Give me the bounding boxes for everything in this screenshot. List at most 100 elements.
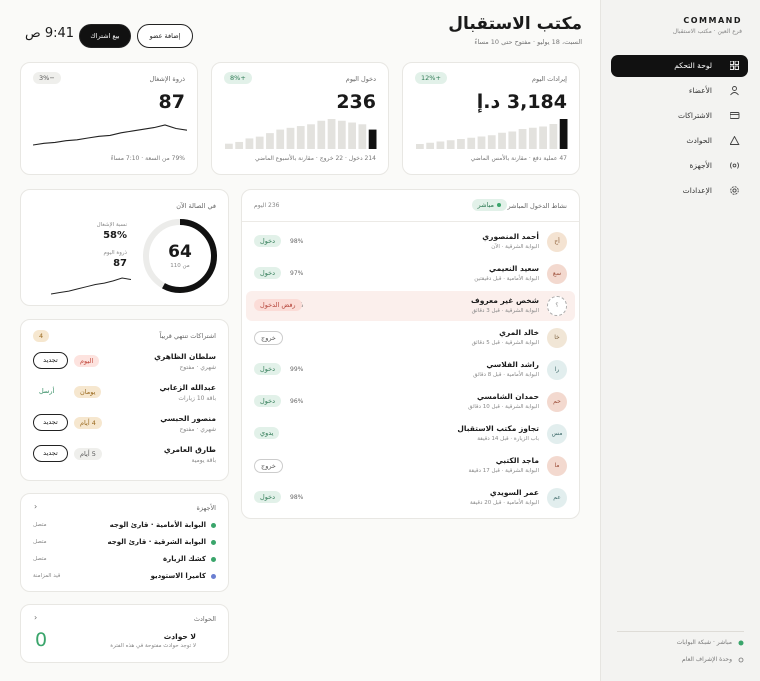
icon-shape (730, 136, 740, 145)
device-status: متصل (33, 539, 47, 545)
status-dot (211, 540, 216, 545)
bar (426, 142, 435, 149)
sidebar: COMMAND فرع العين · مكتب الاستقبال لوحة … (600, 0, 760, 681)
kpi-footer: 79% من السعة · 7:10 مساءً (110, 155, 185, 162)
entry-detail: باب الزيارة · قبل 14 دقيقة (477, 436, 539, 442)
nav-icon (730, 136, 740, 145)
person-name: خالد المري (499, 328, 539, 337)
kpi-value: 3,184 د.إ (476, 91, 567, 113)
sidebar-footer: مباشر · شبكة البوابات وحدة الإشراف العام (617, 631, 744, 666)
feed-count: 236 اليوم (254, 202, 280, 209)
entry-detail: البوابة الأمامية · قبل 20 دقيقة (470, 500, 539, 506)
nav-label: لوحة التحكم (674, 61, 712, 70)
bar (559, 119, 568, 149)
feed-row: عم عمر السويدي البوابة الأمامية · قبل 20 د… (246, 483, 575, 513)
nav-item[interactable]: الأجهزة (611, 155, 748, 177)
renew-button[interactable]: تجديد (33, 352, 68, 369)
nav-label: الأجهزة (689, 161, 712, 170)
entry-tag: رفض الدخول (254, 299, 302, 311)
send-link[interactable]: أرسل (39, 387, 55, 395)
nav-item[interactable]: لوحة التحكم (611, 55, 748, 77)
device-status: متصل (33, 522, 47, 528)
kpi-label: ذروة الإشغال (149, 75, 185, 83)
member-name: سلطان الظاهري (154, 352, 216, 361)
nav-icon (730, 186, 739, 195)
bar (518, 129, 527, 149)
kpi-change: +8% (224, 72, 252, 84)
bar (358, 124, 367, 149)
feed-row: سع سعيد النعيمي البوابة الأمامية · قبل دقي… (246, 259, 575, 289)
card-title: اشتراكات تنتهي قريباً (159, 332, 216, 340)
incidents-card: الحوادث ‹ 0 لا حوادث لا توجد حوادث مفتوحة في… (20, 604, 229, 663)
icon-shape (730, 186, 739, 195)
avatar: را (547, 360, 567, 380)
avatar: أح (547, 232, 567, 252)
trend-line (51, 277, 131, 295)
sell-button[interactable]: بيع اشتراك (79, 24, 131, 48)
bar (337, 120, 346, 149)
page-title: مكتب الاستقبال (448, 14, 582, 34)
card-title: في الصالة الآن (176, 202, 216, 210)
bar (348, 122, 356, 149)
incident-heading: لا حوادث (163, 632, 196, 641)
icon-shape (734, 61, 739, 65)
peak-value: 87 (113, 258, 127, 269)
entry-tag: يدوي (254, 427, 280, 439)
kpi-card: إيرادات اليوم +12% 3,184 د.إ 47 عملية دفع ·… (402, 62, 580, 175)
person-name: تجاوز مكتب الاستقبال (457, 424, 539, 433)
nav-item[interactable]: الإعدادات (611, 180, 748, 202)
rate-value: 58% (103, 230, 127, 241)
status-dot (211, 557, 216, 562)
icon-shape (730, 92, 739, 96)
trend-line (33, 124, 187, 146)
device-status: قيد المزامنة (33, 573, 61, 579)
member-plan: باقة يومية (191, 457, 216, 464)
icon-shape (730, 112, 740, 119)
nav-label: الحوادث (686, 136, 712, 145)
nav-icon (730, 162, 739, 169)
clock: 9:41 ص (25, 26, 75, 41)
nav-item[interactable]: الحوادث (611, 130, 748, 152)
live-badge: مباشر (471, 199, 507, 211)
entry-detail: البوابة الشرقية · قبل 17 دقيقة (468, 468, 539, 474)
renew-button[interactable]: تجديد (33, 445, 68, 462)
bar (416, 144, 424, 149)
footer-text: مباشر · شبكة البوابات (676, 639, 732, 646)
member-name: منصور الحبسي (160, 414, 216, 423)
device-name: كاميرا الاستوديو (150, 572, 206, 580)
nav-item[interactable]: الاشتراكات (611, 105, 748, 127)
feed-row: مس تجاوز مكتب الاستقبال باب الزيارة · قبل … (246, 419, 575, 449)
device-name: البوابة الأمامية · قارئ الوجه (109, 521, 206, 529)
nav-item[interactable]: الأعضاء (611, 80, 748, 102)
icon-shape (734, 65, 739, 70)
card-title: نشاط الدخول المباشر (507, 202, 567, 210)
entry-tag: خروج (254, 331, 283, 345)
device-name: كشك الزيارة (163, 555, 206, 563)
bar (539, 126, 547, 149)
person-name: سعيد النعيمي (489, 264, 539, 273)
bar (477, 136, 486, 149)
icon-shape (732, 86, 737, 91)
incident-count: 0 (35, 629, 48, 651)
entry-tag: دخول (254, 395, 281, 407)
chevron: ‹ (34, 613, 38, 622)
bar (528, 127, 537, 149)
chevron: ‹ (34, 502, 38, 511)
renew-button[interactable]: تجديد (33, 414, 68, 431)
footer-text: وحدة الإشراف العام (682, 656, 732, 663)
add-button[interactable]: إضافة عضو (137, 24, 193, 48)
kpi-card: دخول اليوم +8% 236 214 دخول · 22 خروج · مقا… (211, 62, 389, 175)
renewals-card: اشتراكات تنتهي قريباً 4 سلطان الظاهري شهري … (20, 319, 229, 481)
member-plan: شهري · مفتوح (179, 364, 216, 371)
rate-label: نسبة الإشغال (96, 222, 127, 228)
person-name: عمر السويدي (489, 488, 539, 497)
live-dot (497, 203, 501, 207)
icon-shape (730, 162, 739, 169)
person-name: أحمد المنصوري (482, 232, 539, 241)
member-plan: باقة 10 زيارات (178, 395, 216, 402)
avatar: عم (547, 488, 567, 508)
occupancy-card: في الصالة الآن 64 من 110 نسبة الإشغال 58% ذرو… (20, 189, 229, 306)
avatar: ؟ (547, 296, 567, 316)
match-score: 96% (290, 398, 304, 405)
